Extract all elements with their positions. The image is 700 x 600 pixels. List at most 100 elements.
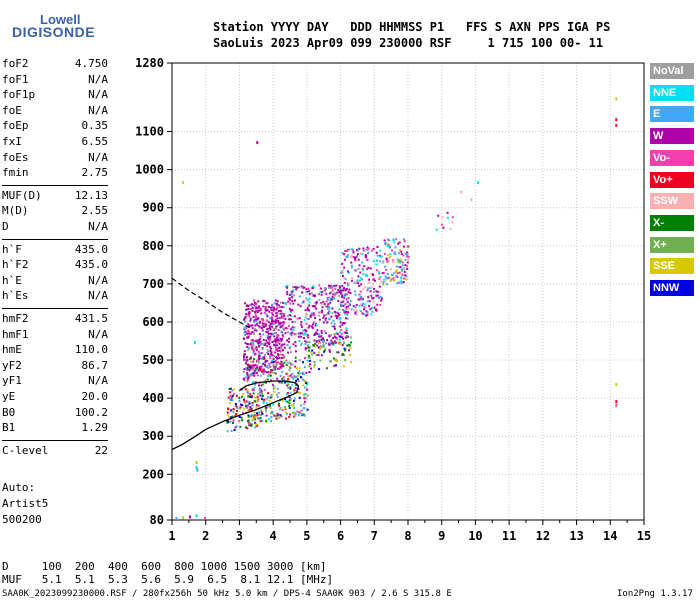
echo-point bbox=[232, 408, 235, 410]
echo-point bbox=[231, 399, 234, 402]
echo-point bbox=[262, 394, 264, 397]
echo-point bbox=[304, 347, 307, 349]
x-tick-label: 14 bbox=[603, 529, 617, 543]
echo-point bbox=[247, 377, 249, 380]
echo-point bbox=[273, 344, 276, 347]
echo-point bbox=[274, 368, 277, 371]
echo-point bbox=[331, 289, 334, 292]
echo-point bbox=[407, 245, 410, 248]
echo-point bbox=[259, 309, 262, 312]
legend-item: SSE bbox=[650, 258, 694, 275]
parameter-row: fmin 2.75 bbox=[2, 166, 108, 180]
echo-point bbox=[231, 421, 234, 424]
echo-point bbox=[226, 413, 229, 416]
echo-point bbox=[311, 314, 314, 317]
echo-point bbox=[290, 328, 293, 331]
echo-point bbox=[275, 347, 278, 350]
echo-point bbox=[248, 357, 251, 360]
echo-point bbox=[302, 378, 304, 381]
echo-point bbox=[260, 384, 263, 387]
echo-point bbox=[382, 260, 385, 263]
echo-point bbox=[287, 375, 290, 378]
echo-point bbox=[347, 297, 350, 299]
echo-point bbox=[277, 354, 280, 357]
echo-point bbox=[264, 323, 266, 326]
echo-point bbox=[265, 414, 268, 417]
echo-point bbox=[376, 269, 379, 272]
echo-point bbox=[303, 337, 305, 339]
echo-point bbox=[293, 315, 296, 318]
echo-point bbox=[320, 345, 323, 347]
echo-point bbox=[267, 350, 270, 353]
parameter-row: foF1p N/A bbox=[2, 88, 108, 102]
echo-point bbox=[268, 326, 271, 329]
echo-point bbox=[277, 328, 280, 331]
echo-point bbox=[280, 381, 283, 384]
echo-point bbox=[272, 361, 275, 364]
echo-point bbox=[285, 372, 288, 375]
echo-point bbox=[228, 416, 231, 419]
echo-point bbox=[286, 327, 289, 330]
echo-point bbox=[283, 343, 286, 346]
echo-point bbox=[287, 325, 290, 327]
echo-point bbox=[368, 278, 371, 281]
echo-point bbox=[252, 315, 255, 318]
echo-point bbox=[263, 398, 266, 401]
echo-point bbox=[258, 345, 260, 348]
echo-point bbox=[288, 369, 291, 372]
echo-point bbox=[305, 288, 308, 291]
echo-point bbox=[289, 387, 292, 390]
echo-point bbox=[367, 287, 370, 290]
echo-point bbox=[268, 339, 271, 342]
echo-point bbox=[349, 303, 351, 306]
echo-point bbox=[227, 408, 230, 411]
echo-point bbox=[257, 324, 260, 327]
echo-point bbox=[258, 361, 261, 364]
echo-point bbox=[292, 302, 295, 305]
echo-point bbox=[318, 298, 321, 301]
echo-point bbox=[306, 307, 309, 310]
echo-point bbox=[276, 357, 279, 360]
echo-point bbox=[366, 300, 369, 303]
echo-point bbox=[477, 181, 480, 185]
echo-point bbox=[247, 404, 250, 407]
echo-point bbox=[276, 307, 279, 310]
echo-point bbox=[290, 351, 292, 354]
echo-point bbox=[375, 251, 378, 254]
echo-point bbox=[244, 342, 247, 345]
echo-point bbox=[403, 266, 406, 269]
echo-point bbox=[304, 343, 307, 346]
echo-point bbox=[371, 297, 374, 300]
echo-point bbox=[390, 278, 393, 281]
echo-point bbox=[277, 367, 280, 370]
echo-point bbox=[273, 340, 276, 343]
echo-point bbox=[286, 344, 289, 347]
echo-point bbox=[332, 337, 335, 339]
parameter-row: hmF2 431.5 bbox=[2, 312, 108, 326]
echo-point bbox=[314, 301, 317, 304]
echo-point bbox=[285, 285, 287, 288]
echo-point bbox=[322, 300, 325, 303]
echo-point bbox=[251, 367, 253, 370]
echo-point bbox=[264, 344, 266, 346]
echo-point bbox=[283, 357, 286, 359]
echo-point bbox=[319, 359, 322, 362]
echo-point bbox=[243, 368, 246, 371]
echo-point bbox=[271, 316, 273, 319]
echo-point bbox=[252, 372, 255, 375]
echo-point bbox=[341, 353, 344, 355]
echo-point bbox=[261, 357, 264, 360]
echo-point bbox=[277, 324, 280, 327]
echo-point bbox=[238, 399, 241, 402]
echo-point bbox=[364, 254, 367, 257]
echo-point bbox=[308, 371, 311, 374]
echo-point bbox=[279, 306, 281, 309]
echo-point bbox=[279, 406, 282, 409]
echo-point bbox=[274, 331, 276, 334]
echo-point bbox=[388, 245, 391, 248]
echo-point bbox=[329, 292, 331, 295]
echo-point bbox=[324, 288, 327, 291]
echo-point bbox=[303, 414, 306, 417]
echo-point bbox=[248, 365, 251, 368]
echo-point bbox=[250, 395, 253, 398]
